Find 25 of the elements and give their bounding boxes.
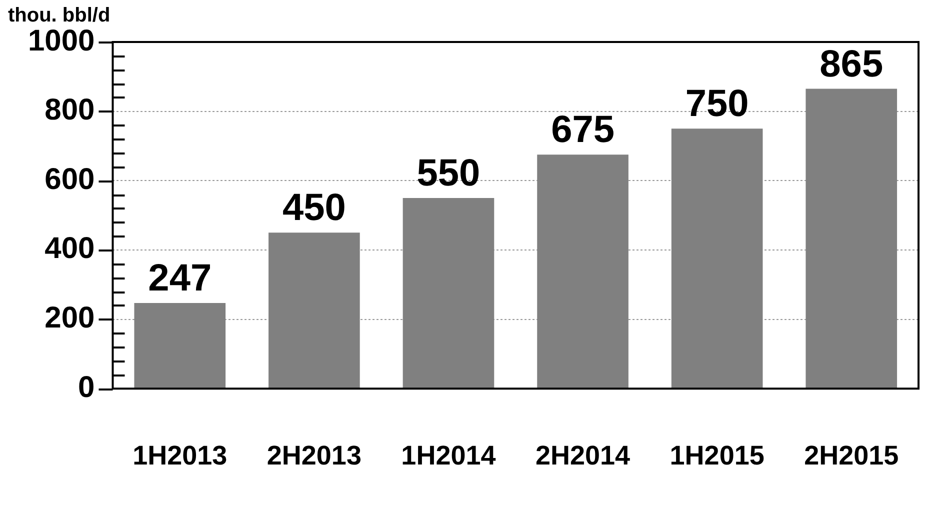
bar	[537, 154, 628, 388]
data-label: 865	[820, 43, 884, 86]
y-tick-label: 1000	[28, 24, 95, 58]
x-tick-label: 1H2015	[670, 440, 764, 470]
data-label: 550	[416, 152, 480, 194]
x-tick-label: 2H2015	[804, 440, 899, 470]
y-tick-label: 800	[44, 94, 95, 127]
y-tick-label: 400	[44, 232, 95, 266]
bar	[134, 302, 226, 388]
x-tick-label: 2H2013	[266, 440, 362, 470]
y-tick-label: 200	[44, 302, 95, 335]
bar	[806, 88, 898, 388]
data-label: 750	[685, 83, 749, 126]
bar	[671, 128, 763, 388]
bar	[268, 232, 360, 388]
y-tick-label: 0	[78, 370, 95, 404]
data-label: 675	[551, 109, 614, 152]
x-tick-label: 2H2014	[535, 440, 630, 470]
bar	[402, 198, 494, 388]
x-tick-label: 1H2014	[401, 440, 496, 470]
y-tick-label: 600	[44, 162, 95, 196]
data-label: 247	[148, 257, 212, 300]
y-axis-title: thou. bbl/d	[8, 4, 110, 27]
x-tick-label: 1H2013	[132, 440, 228, 470]
data-label: 450	[282, 187, 346, 230]
